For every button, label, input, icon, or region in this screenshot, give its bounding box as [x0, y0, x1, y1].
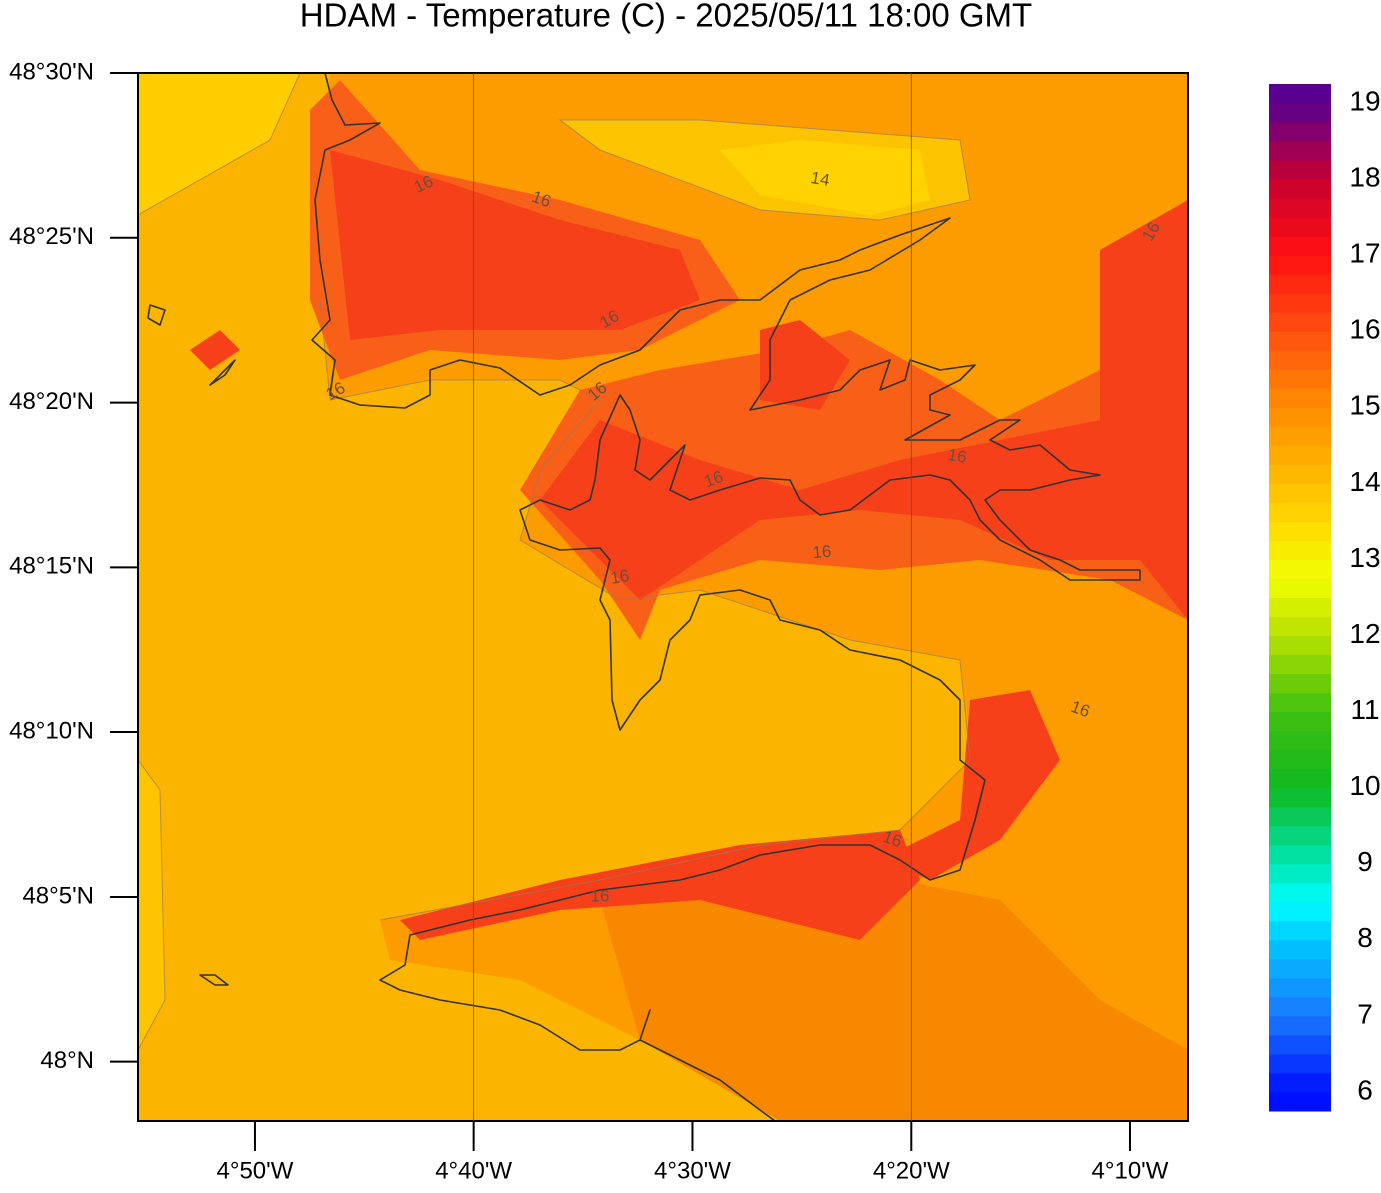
contour-label: 16 [609, 566, 631, 588]
colorbar-label: 12 [1349, 618, 1380, 649]
colorbar: 6 7 8 9 10 11 12 13 14 15 16 17 18 19 [1269, 84, 1381, 1112]
colorbar-swatch [1269, 673, 1331, 694]
colorbar-label: 19 [1349, 85, 1380, 116]
colorbar-swatch [1269, 616, 1331, 637]
colorbar-swatch [1269, 331, 1331, 351]
contour-label: 16 [591, 886, 610, 905]
contour-label: 14 [809, 168, 831, 190]
colorbar-swatch [1269, 939, 1331, 960]
colorbar-label: 8 [1357, 922, 1373, 953]
colorbar-swatch [1269, 274, 1331, 294]
colorbar-label: 14 [1349, 466, 1380, 497]
y-tick-label: 48°N [40, 1047, 94, 1074]
colorbar-swatch [1269, 293, 1331, 313]
colorbar-swatch [1269, 255, 1331, 275]
colorbar-swatch [1269, 730, 1331, 751]
colorbar-swatch [1269, 198, 1331, 218]
colorbar-swatch [1269, 160, 1331, 180]
colorbar-swatch [1269, 407, 1331, 427]
colorbar-label: 17 [1349, 238, 1380, 269]
colorbar-swatch [1269, 578, 1331, 598]
colorbar-label: 6 [1357, 1074, 1373, 1105]
colorbar-label: 18 [1349, 161, 1380, 192]
colorbar-swatch [1269, 483, 1331, 503]
colorbar-swatch [1269, 806, 1331, 827]
colorbar-swatch [1269, 369, 1331, 389]
colorbar-swatch [1269, 350, 1331, 370]
colorbar-swatch [1269, 597, 1331, 618]
colorbar-swatch [1269, 711, 1331, 732]
colorbar-swatch [1269, 179, 1331, 199]
colorbar-label: 10 [1349, 770, 1380, 801]
colorbar-label: 11 [1350, 694, 1379, 725]
colorbar-label: 7 [1357, 998, 1373, 1029]
colorbar-swatch [1269, 692, 1331, 713]
colorbar-swatch [1269, 635, 1331, 656]
x-tick-label: 4°10'W [1092, 1157, 1169, 1184]
contour-label: 16 [946, 445, 968, 467]
colorbar-label: 9 [1357, 846, 1373, 877]
x-tick-label: 4°20'W [873, 1157, 950, 1184]
colorbar-swatch [1269, 1053, 1331, 1074]
plot-frame [137, 72, 1189, 1122]
y-tick-label: 48°10'N [9, 717, 94, 744]
colorbar-label: 13 [1349, 542, 1380, 573]
colorbar-label: 15 [1349, 390, 1380, 421]
colorbar-swatch [1269, 103, 1331, 123]
colorbar-swatch [1269, 217, 1331, 237]
colorbar-swatch [1269, 426, 1331, 446]
colorbar-swatch [1269, 787, 1331, 808]
colorbar-swatch [1269, 84, 1331, 104]
x-tick-label: 4°40'W [435, 1157, 512, 1184]
colorbar-swatch [1269, 445, 1331, 465]
colorbar-swatch [1269, 559, 1331, 579]
colorbar-swatch [1269, 768, 1331, 789]
x-tick-label: 4°50'W [217, 1157, 294, 1184]
x-tick-label: 4°30'W [654, 1157, 731, 1184]
coastline [147, 73, 1141, 1121]
colorbar-swatch [1269, 1072, 1331, 1093]
colorbar-swatch [1269, 122, 1331, 142]
contour-label: 16 [812, 542, 833, 563]
colorbar-swatch [1269, 920, 1331, 941]
temperature-field [138, 73, 1188, 1121]
colorbar-swatch [1269, 977, 1331, 998]
colorbar-swatch [1269, 312, 1331, 332]
y-tick-label: 48°20'N [9, 388, 94, 415]
y-tick-label: 48°30'N [9, 58, 94, 85]
colorbar-swatch [1269, 464, 1331, 484]
colorbar-swatch [1269, 749, 1331, 770]
colorbar-swatch [1269, 863, 1331, 884]
colorbar-swatch [1269, 388, 1331, 408]
colorbar-swatch [1269, 654, 1331, 675]
colorbar-swatch [1269, 901, 1331, 922]
colorbar-swatch [1269, 540, 1331, 560]
map-title: HDAM - Temperature (C) - 2025/05/11 18:0… [300, 0, 1032, 34]
colorbar-swatch [1269, 502, 1331, 522]
colorbar-swatch [1269, 1034, 1331, 1055]
colorbar-swatch [1269, 882, 1331, 903]
y-tick-label: 48°5'N [22, 882, 94, 909]
colorbar-swatch [1269, 844, 1331, 865]
colorbar-swatch [1269, 1015, 1331, 1036]
colorbar-swatch [1269, 521, 1331, 541]
colorbar-swatch [1269, 236, 1331, 256]
colorbar-swatch [1269, 958, 1331, 979]
colorbar-label: 16 [1349, 314, 1380, 345]
y-tick-label: 48°25'N [9, 223, 94, 250]
colorbar-swatch [1269, 141, 1331, 161]
colorbar-swatch [1269, 1091, 1331, 1112]
colorbar-swatch [1269, 825, 1331, 846]
colorbar-swatch [1269, 996, 1331, 1017]
y-tick-label: 48°15'N [9, 553, 94, 580]
